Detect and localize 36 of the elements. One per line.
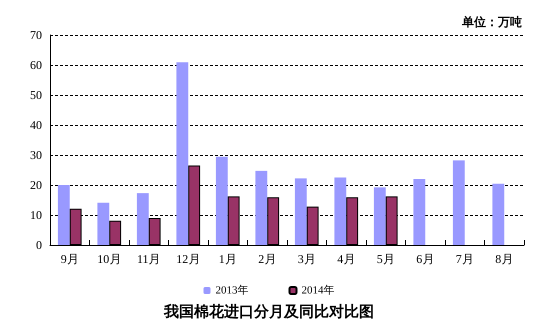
x-tick-label: 6月 bbox=[416, 252, 434, 266]
bar bbox=[413, 179, 426, 245]
x-tick-label: 2月 bbox=[258, 252, 276, 266]
legend-label: 2013年 bbox=[216, 284, 248, 296]
bar bbox=[58, 185, 70, 245]
x-tick-label: 8月 bbox=[495, 252, 514, 266]
text: 单位：万吨 bbox=[461, 15, 522, 29]
bar bbox=[176, 62, 188, 245]
legend-label: 2014年 bbox=[302, 284, 334, 296]
y-tick-label: 10 bbox=[30, 208, 42, 222]
bar bbox=[294, 178, 307, 245]
x-tick-label: 12月 bbox=[176, 252, 200, 266]
bar bbox=[452, 160, 465, 245]
bar bbox=[334, 178, 346, 245]
y-tick-label: 70 bbox=[30, 28, 42, 42]
y-tick-label: 60 bbox=[30, 58, 42, 72]
x-tick-label: 11月 bbox=[136, 252, 161, 266]
x-tick-label: 3月 bbox=[298, 252, 316, 266]
x-tick-label: 4月 bbox=[337, 252, 356, 266]
bar bbox=[374, 187, 386, 245]
x-tick-label: 5月 bbox=[376, 252, 395, 266]
x-tick-label: 1月 bbox=[218, 252, 237, 266]
y-tick-label: 50 bbox=[30, 88, 42, 102]
bar bbox=[255, 170, 268, 245]
bar bbox=[492, 184, 504, 245]
bar bbox=[97, 202, 110, 245]
bar bbox=[216, 156, 228, 245]
y-tick-label: 20 bbox=[30, 178, 42, 192]
x-tick-label: 7月 bbox=[456, 252, 474, 266]
text: 我国棉花进口分月及同比对比图 bbox=[163, 304, 374, 320]
y-tick-label: 30 bbox=[30, 148, 42, 162]
y-tick-label: 40 bbox=[30, 118, 42, 132]
x-tick-label: 9月 bbox=[60, 252, 79, 266]
x-tick-label: 10月 bbox=[97, 252, 122, 266]
bar bbox=[136, 193, 149, 245]
y-tick-label: 0 bbox=[36, 238, 42, 252]
